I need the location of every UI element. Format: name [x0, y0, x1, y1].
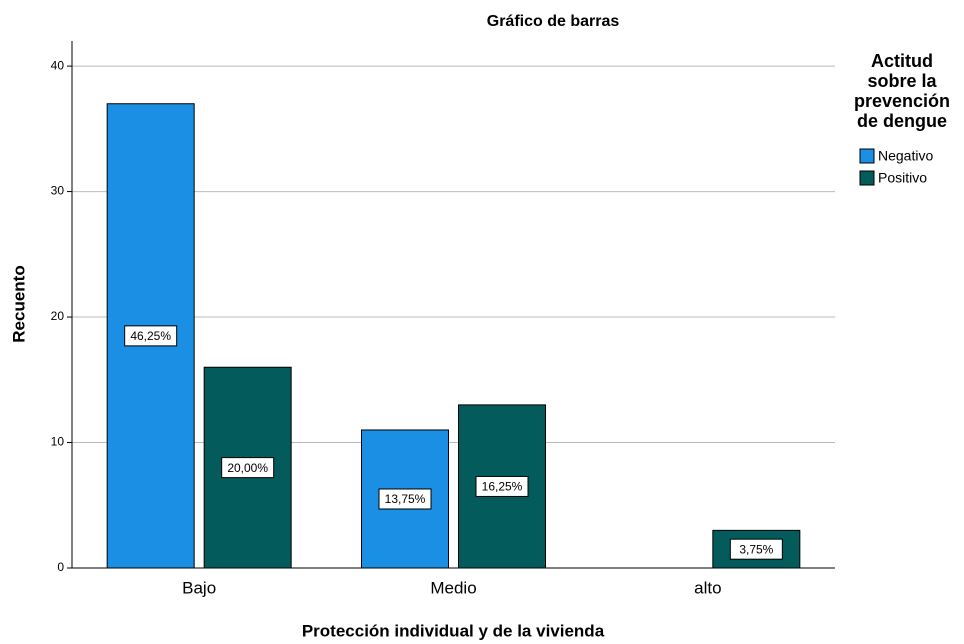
data-label: 16,25%	[482, 480, 523, 494]
data-label-box	[378, 488, 432, 510]
data-label: 20,00%	[227, 461, 268, 475]
data-label-box	[475, 475, 529, 497]
legend-label: Negativo	[878, 148, 933, 164]
y-tick-label: 30	[51, 184, 65, 198]
y-tick-label: 0	[57, 560, 64, 574]
data-label: 46,25%	[130, 329, 171, 343]
x-tick-label: Medio	[430, 578, 476, 597]
y-tick-label: 40	[51, 58, 65, 72]
legend-swatch	[859, 148, 875, 164]
y-tick-label: 20	[51, 309, 65, 323]
data-label-box	[221, 457, 275, 479]
legend-title: de dengue	[857, 111, 947, 131]
data-label: 3,75%	[739, 542, 773, 556]
x-tick-label: alto	[694, 578, 721, 597]
y-tick-label: 10	[51, 435, 65, 449]
legend-title: Actitud	[871, 51, 933, 71]
legend-title: prevención	[854, 91, 950, 111]
chart-title: Gráfico de barras	[487, 13, 620, 30]
data-label-box	[124, 325, 178, 347]
legend-title: sobre la	[867, 71, 937, 91]
legend-swatch	[859, 170, 875, 186]
x-tick-label: Bajo	[182, 578, 216, 597]
data-label-box	[729, 538, 783, 560]
x-axis-label: Protección individual y de la vivienda	[302, 621, 605, 640]
data-label: 13,75%	[385, 492, 426, 506]
legend-label: Positivo	[878, 170, 927, 186]
y-axis-label: Recuento	[9, 265, 28, 342]
